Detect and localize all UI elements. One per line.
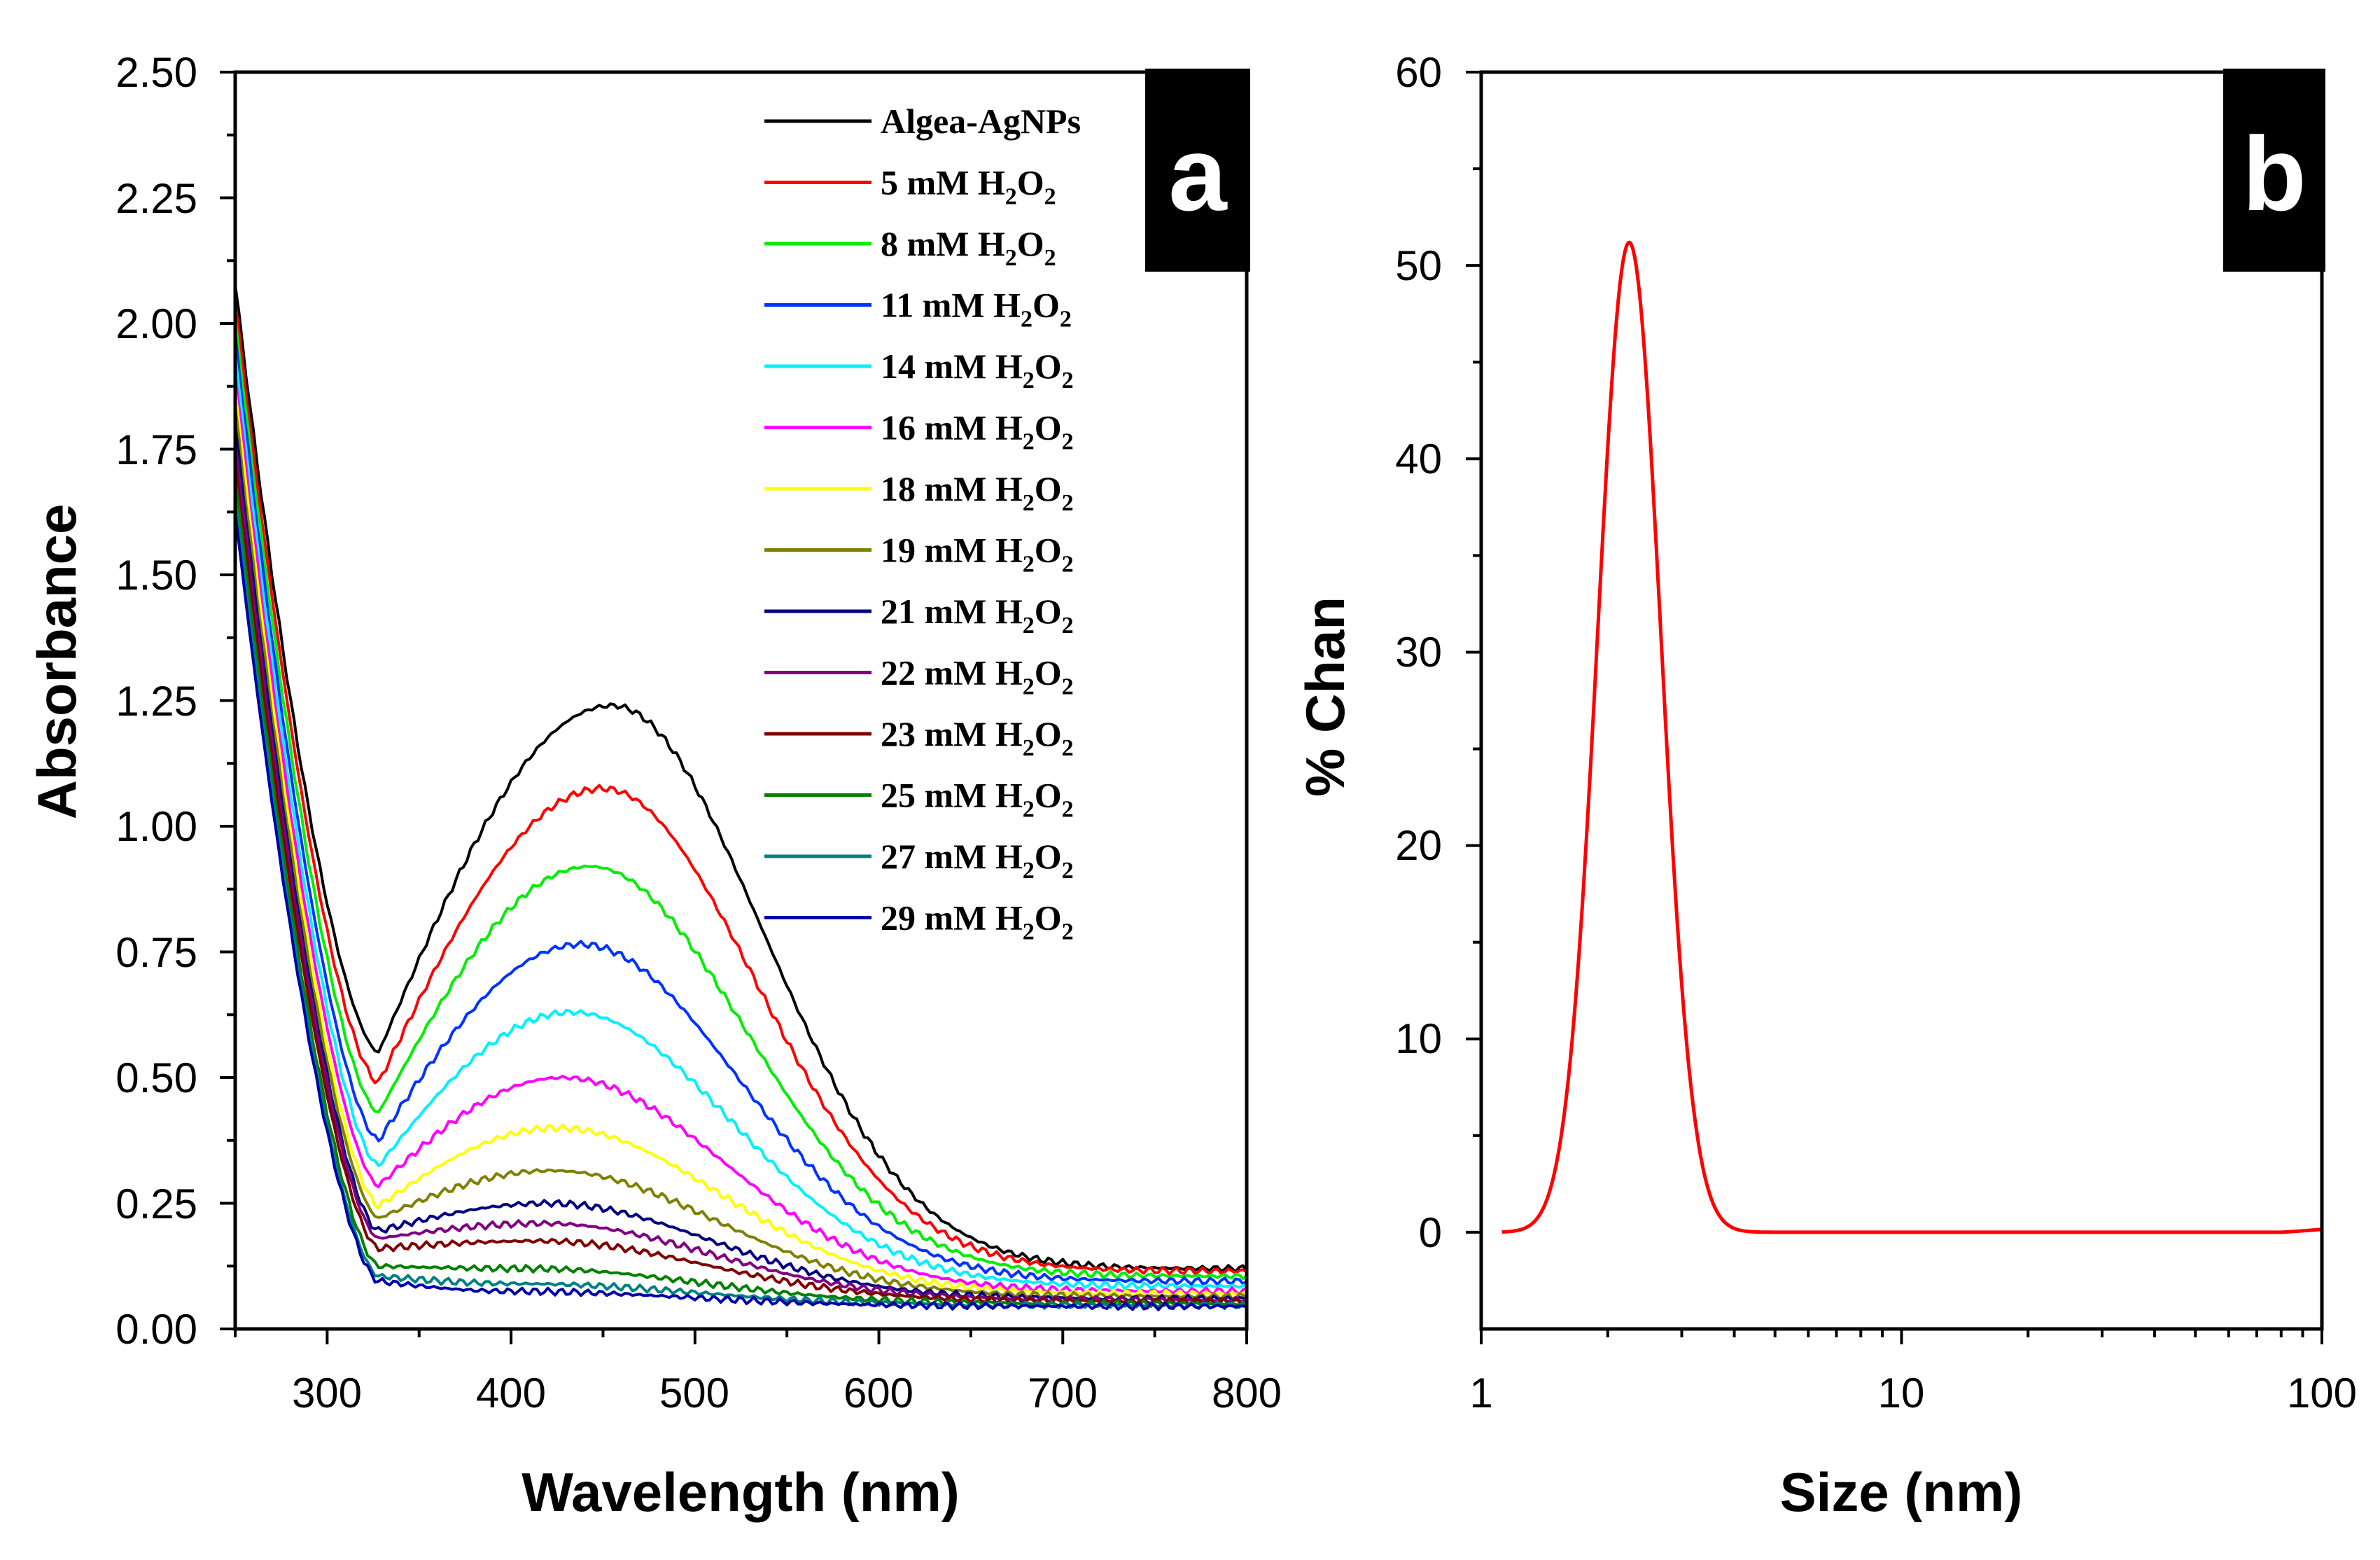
legend-label: 27 mM H2O2 <box>881 837 1074 884</box>
legend-label: Algea-AgNPs <box>881 102 1081 141</box>
panel-a-series-line <box>234 354 1247 1291</box>
panel-b-letter: b <box>2242 115 2306 232</box>
panel-b-x-tick-label: 100 <box>2287 1370 2357 1416</box>
panel-a-series-line <box>234 497 1248 1311</box>
legend-label: 19 mM H2O2 <box>881 531 1074 578</box>
panel-a-ticks <box>220 71 1248 1344</box>
panel-b-letter-box <box>2223 69 2325 272</box>
panel-b-size-distribution-line <box>1502 240 2323 1234</box>
panel-b-frame <box>1479 70 2324 1331</box>
panel-a-x-axis-title: Wavelength (nm) <box>522 1461 959 1523</box>
panel-b-y-tick-label: 30 <box>1395 629 1442 676</box>
panel-a-legend: Algea-AgNPs 5 mM H2O2 8 mM H2O2 11 mM H2O2 1… <box>764 102 1081 945</box>
panel-a-y-tick-label: 1.00 <box>115 803 197 850</box>
panel-a-series-line <box>234 389 1247 1299</box>
legend-label: 8 mM H2O2 <box>881 224 1056 271</box>
panel-a-series-line <box>234 440 1248 1304</box>
panel-b-y-axis-title: % Chan <box>1294 597 1356 797</box>
panel-a-x-tick-labels: 300 400 500 600 700 800 <box>292 1370 1282 1416</box>
legend-label: 5 mM H2O2 <box>881 163 1056 210</box>
panel-a-series-line <box>234 373 1247 1296</box>
panel-a-x-tick-label: 700 <box>1028 1370 1098 1416</box>
panel-a-y-tick-label: 0.75 <box>115 929 197 976</box>
panel-b-y-tick-label: 50 <box>1395 242 1442 289</box>
panel-a-series-line <box>234 406 1248 1301</box>
legend-label: 18 mM H2O2 <box>881 469 1074 516</box>
panel-a-y-tick-labels: 0.00 0.25 0.50 0.75 1.00 1.25 1.50 1.75 … <box>115 49 197 1353</box>
panel-a-y-tick-label: 0.50 <box>115 1054 197 1101</box>
panel-b-y-tick-label: 10 <box>1395 1015 1442 1062</box>
panel-a-y-tick-label: 0.00 <box>115 1306 197 1353</box>
panel-a-series-line <box>234 424 1247 1304</box>
panel-b-size-distribution-chart: 0 10 20 30 40 50 60 1 10 100 Size (nm) %… <box>1294 49 2357 1523</box>
panel-b-y-tick-label: 40 <box>1395 436 1442 482</box>
panel-b-y-tick-labels: 0 10 20 30 40 50 60 <box>1395 49 1442 1256</box>
panel-a-series-line <box>234 513 1247 1311</box>
panel-a-y-axis-title: Absorbance <box>26 504 88 820</box>
panel-a-absorbance-chart: 0.00 0.25 0.50 0.75 1.00 1.25 1.50 1.75 … <box>26 49 1282 1523</box>
legend-label: 29 mM H2O2 <box>881 898 1074 945</box>
panel-a-x-tick-label: 800 <box>1212 1370 1282 1416</box>
panel-a-letter-box <box>1145 69 1250 272</box>
legend-label: 14 mM H2O2 <box>881 347 1074 394</box>
panel-a-x-tick-label: 300 <box>292 1370 362 1416</box>
panel-a-series-line <box>234 316 1248 1281</box>
panel-b-x-tick-labels: 1 10 100 <box>1469 1370 2357 1416</box>
legend-label: 11 mM H2O2 <box>881 286 1072 333</box>
panel-a-letter: a <box>1168 115 1228 232</box>
panel-a-y-tick-label: 1.50 <box>115 552 197 599</box>
legend-label: 25 mM H2O2 <box>881 776 1074 823</box>
panel-a-series-line <box>234 332 1248 1286</box>
panel-a-series-line <box>234 285 1248 1274</box>
panel-a-x-tick-label: 400 <box>476 1370 546 1416</box>
panel-a-y-tick-label: 2.00 <box>115 300 197 347</box>
panel-a-y-tick-label: 0.25 <box>115 1181 197 1227</box>
panel-b-x-tick-label: 10 <box>1878 1370 1925 1416</box>
panel-a-y-tick-label: 1.25 <box>115 678 197 725</box>
panel-b-y-tick-label: 60 <box>1395 49 1442 96</box>
panel-a-series-line <box>234 477 1247 1309</box>
panel-a-x-tick-label: 600 <box>844 1370 913 1416</box>
legend-label: 16 mM H2O2 <box>881 408 1074 455</box>
legend-label: 21 mM H2O2 <box>881 592 1074 639</box>
panel-a-y-tick-label: 2.50 <box>115 49 197 96</box>
panel-a-series-line <box>234 302 1248 1276</box>
panel-a-y-tick-label: 1.75 <box>115 426 197 473</box>
panel-a-x-tick-label: 500 <box>659 1370 729 1416</box>
legend-label: 23 mM H2O2 <box>881 714 1074 761</box>
panel-b-y-tick-label: 20 <box>1395 822 1442 869</box>
panel-a-y-tick-label: 2.25 <box>115 175 197 222</box>
panel-b-x-axis-title: Size (nm) <box>1780 1461 2023 1523</box>
panel-a-frame <box>233 70 1249 1331</box>
panel-a-series-group <box>234 285 1248 1311</box>
panel-b-x-tick-label: 1 <box>1469 1370 1492 1416</box>
panel-b-y-tick-label: 0 <box>1419 1209 1442 1256</box>
legend-label: 22 mM H2O2 <box>881 653 1074 700</box>
